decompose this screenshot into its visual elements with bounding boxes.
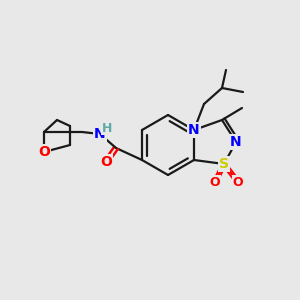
Text: O: O — [100, 155, 112, 169]
Text: O: O — [38, 145, 50, 159]
Text: O: O — [210, 176, 220, 188]
Text: O: O — [233, 176, 243, 188]
Text: N: N — [94, 127, 106, 141]
Text: N: N — [188, 123, 200, 137]
Text: H: H — [102, 122, 112, 134]
Text: N: N — [230, 135, 242, 149]
Text: S: S — [219, 157, 229, 171]
